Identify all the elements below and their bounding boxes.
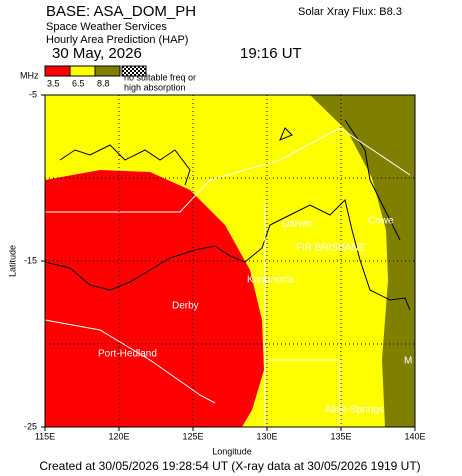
base-title: BASE: ASA_DOM_PH: [46, 3, 196, 20]
y-axis-label: Latitude: [7, 245, 17, 277]
legend-swatch: [69, 65, 96, 77]
legend-unit: MHz: [20, 70, 39, 80]
legend-label: no suitable freq or: [124, 72, 196, 82]
y-tick-label: -25: [24, 421, 37, 431]
legend-swatch: [44, 65, 71, 77]
border: [45, 127, 411, 427]
x-tick-label: 135E: [330, 431, 351, 441]
x-tick-label: 130E: [256, 431, 277, 441]
product: Hourly Area Prediction (HAP): [46, 34, 188, 46]
map: [45, 95, 415, 427]
legend-label: high absorption: [124, 82, 186, 92]
legend-swatch: [94, 65, 121, 77]
xray-flux: Solar Xray Flux: B8.3: [298, 6, 402, 18]
legend-swatch: [121, 65, 147, 77]
place-label: Alice-Springs: [325, 405, 384, 416]
y-tick-label: -5: [29, 89, 37, 99]
x-tick-label: 115E: [35, 431, 55, 441]
time: 19:16 UT: [240, 45, 302, 62]
date: 30 May, 2026: [52, 45, 142, 62]
legend-label: 3.5: [47, 78, 60, 88]
place-label: Kununurra: [247, 275, 294, 286]
place-label: Derby: [172, 301, 199, 312]
place-label: FIR BRISBANE: [296, 243, 366, 254]
y-tick-label: -15: [24, 255, 37, 265]
legend-label: 8.8: [97, 78, 110, 88]
x-tick-label: 140E: [404, 431, 425, 441]
legend-label: 6.5: [72, 78, 85, 88]
place-label: Cowe: [368, 216, 394, 227]
coastline: [45, 119, 411, 311]
x-tick-label: 120E: [108, 431, 129, 441]
place-label: Port-Hedland: [98, 349, 157, 360]
region-low: [45, 170, 264, 427]
place-label: Darwin: [282, 219, 313, 230]
org: Space Weather Services: [46, 21, 167, 33]
x-axis-label: Longitude: [212, 446, 252, 456]
place-label: M: [404, 356, 412, 367]
x-tick-label: 125E: [182, 431, 203, 441]
region-high: [310, 95, 415, 427]
footer: Created at 30/05/2026 19:28:54 UT (X-ray…: [39, 459, 420, 473]
